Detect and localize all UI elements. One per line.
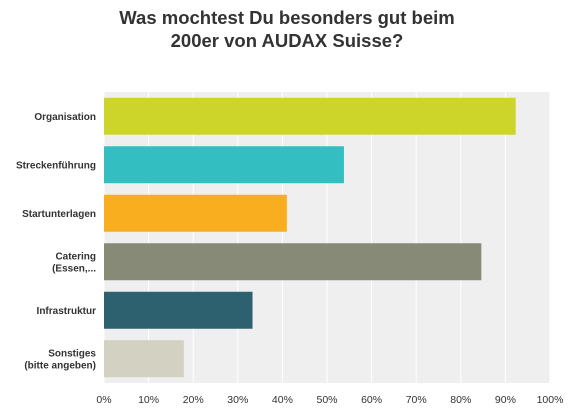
x-tick-label: 20% <box>183 394 204 406</box>
category-label: (Essen,... <box>52 263 96 274</box>
x-tick-label: 0% <box>96 394 111 406</box>
bar <box>104 97 516 135</box>
bar <box>104 194 287 232</box>
category-label: Sonstiges <box>48 348 96 359</box>
x-tick-label: 70% <box>406 394 427 406</box>
bar <box>104 340 184 378</box>
x-tick-label: 30% <box>227 394 248 406</box>
x-axis-ticks: 0% 10% 20% 30% 40% 50% 60% 70% 80% 90% 100% <box>96 394 563 406</box>
x-tick-label: 50% <box>316 394 337 406</box>
x-tick-label: 40% <box>272 394 293 406</box>
chart-title-line-1: Was mochtest Du besonders gut beim <box>119 7 454 28</box>
x-tick-label: 80% <box>450 394 471 406</box>
bar <box>104 291 253 329</box>
category-label: Catering <box>55 251 96 262</box>
category-label: Infrastruktur <box>37 306 97 317</box>
x-tick-label: 90% <box>495 394 516 406</box>
bars <box>104 97 516 378</box>
category-label: Startunterlagen <box>22 209 96 220</box>
bar <box>104 243 482 281</box>
x-tick-label: 100% <box>537 394 564 406</box>
x-tick-label: 60% <box>361 394 382 406</box>
bar <box>104 146 344 184</box>
category-label: Streckenführung <box>16 160 96 171</box>
category-label: (bitte angeben) <box>24 360 96 371</box>
chart-title-line-2: 200er von AUDAX Suisse? <box>171 30 404 51</box>
gridlines <box>103 92 551 383</box>
x-tick-label: 10% <box>138 394 159 406</box>
category-labels: Organisation Streckenführung Startunterlag… <box>16 112 96 372</box>
category-label: Organisation <box>34 112 96 123</box>
